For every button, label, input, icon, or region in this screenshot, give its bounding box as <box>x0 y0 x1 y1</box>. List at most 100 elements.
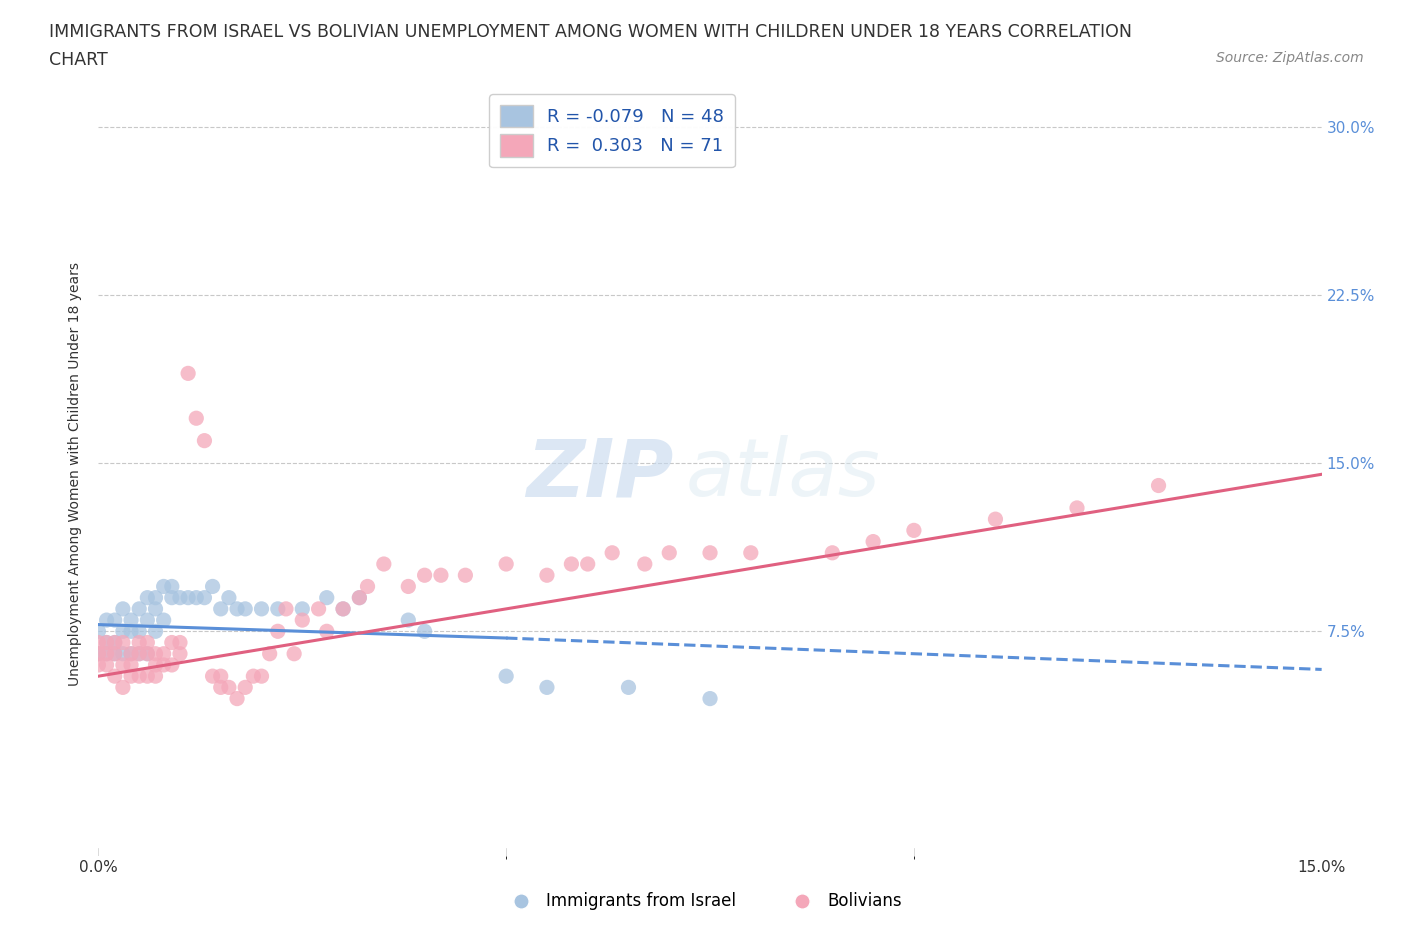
Point <box>617 680 640 695</box>
Point <box>128 669 150 684</box>
Point <box>111 658 134 672</box>
Point <box>169 635 191 650</box>
Point <box>160 635 183 650</box>
Point <box>740 545 762 560</box>
Point <box>96 613 118 628</box>
Point <box>120 624 142 639</box>
Point <box>96 635 118 650</box>
Point <box>193 433 215 448</box>
Point <box>209 602 232 617</box>
Text: atlas: atlas <box>686 435 880 513</box>
Text: ZIP: ZIP <box>526 435 673 513</box>
Text: Source: ZipAtlas.com: Source: ZipAtlas.com <box>1216 51 1364 65</box>
Point <box>111 624 134 639</box>
Point <box>218 591 240 605</box>
Point <box>209 680 232 695</box>
Point <box>104 613 127 628</box>
Point <box>332 602 354 617</box>
Point <box>111 635 134 650</box>
Point <box>145 602 167 617</box>
Point <box>396 579 419 594</box>
Point <box>218 680 240 695</box>
Text: CHART: CHART <box>49 51 108 69</box>
Point <box>128 602 150 617</box>
Point <box>201 579 224 594</box>
Point <box>984 512 1007 526</box>
Legend: R = -0.079   N = 48, R =  0.303   N = 71: R = -0.079 N = 48, R = 0.303 N = 71 <box>489 95 735 167</box>
Text: IMMIGRANTS FROM ISRAEL VS BOLIVIAN UNEMPLOYMENT AMONG WOMEN WITH CHILDREN UNDER : IMMIGRANTS FROM ISRAEL VS BOLIVIAN UNEMP… <box>49 23 1132 41</box>
Point <box>413 568 436 583</box>
Point <box>96 646 118 661</box>
Legend: Immigrants from Israel, Bolivians: Immigrants from Israel, Bolivians <box>498 885 908 917</box>
Point <box>308 602 330 617</box>
Point <box>128 646 150 661</box>
Point <box>87 635 110 650</box>
Point <box>111 680 134 695</box>
Point <box>233 602 256 617</box>
Point <box>862 534 884 549</box>
Point <box>495 556 517 571</box>
Point <box>250 602 273 617</box>
Point <box>315 591 337 605</box>
Point <box>145 658 167 672</box>
Point <box>495 669 517 684</box>
Point <box>315 624 337 639</box>
Point <box>169 591 191 605</box>
Point <box>136 646 159 661</box>
Point <box>160 579 183 594</box>
Point <box>145 624 167 639</box>
Point <box>396 613 419 628</box>
Point <box>658 545 681 560</box>
Point <box>634 556 657 571</box>
Point <box>291 613 314 628</box>
Point <box>600 545 623 560</box>
Point <box>169 646 191 661</box>
Point <box>136 669 159 684</box>
Point <box>699 691 721 706</box>
Point <box>821 545 844 560</box>
Point <box>267 624 290 639</box>
Point <box>413 624 436 639</box>
Point <box>536 568 558 583</box>
Point <box>233 680 256 695</box>
Point <box>145 646 167 661</box>
Point <box>177 365 200 380</box>
Point <box>152 646 174 661</box>
Point <box>209 669 232 684</box>
Point <box>250 669 273 684</box>
Point <box>136 591 159 605</box>
Point <box>259 646 281 661</box>
Point <box>104 669 127 684</box>
Point <box>274 602 297 617</box>
Point <box>356 579 378 594</box>
Point <box>128 635 150 650</box>
Point <box>128 646 150 661</box>
Point <box>699 545 721 560</box>
Point <box>111 602 134 617</box>
Point <box>120 646 142 661</box>
Point <box>454 568 477 583</box>
Point <box>104 635 127 650</box>
Point <box>87 646 110 661</box>
Point <box>96 646 118 661</box>
Point <box>226 602 249 617</box>
Point <box>96 635 118 650</box>
Point <box>430 568 453 583</box>
Point <box>186 591 208 605</box>
Point <box>349 591 371 605</box>
Point <box>242 669 264 684</box>
Point <box>226 691 249 706</box>
Point <box>903 523 925 538</box>
Point <box>373 556 395 571</box>
Point <box>87 658 110 672</box>
Point <box>104 646 127 661</box>
Point <box>332 602 354 617</box>
Point <box>186 411 208 426</box>
Point <box>152 579 174 594</box>
Point <box>283 646 305 661</box>
Point <box>136 646 159 661</box>
Point <box>1147 478 1170 493</box>
Point <box>160 591 183 605</box>
Point <box>576 556 599 571</box>
Point <box>120 669 142 684</box>
